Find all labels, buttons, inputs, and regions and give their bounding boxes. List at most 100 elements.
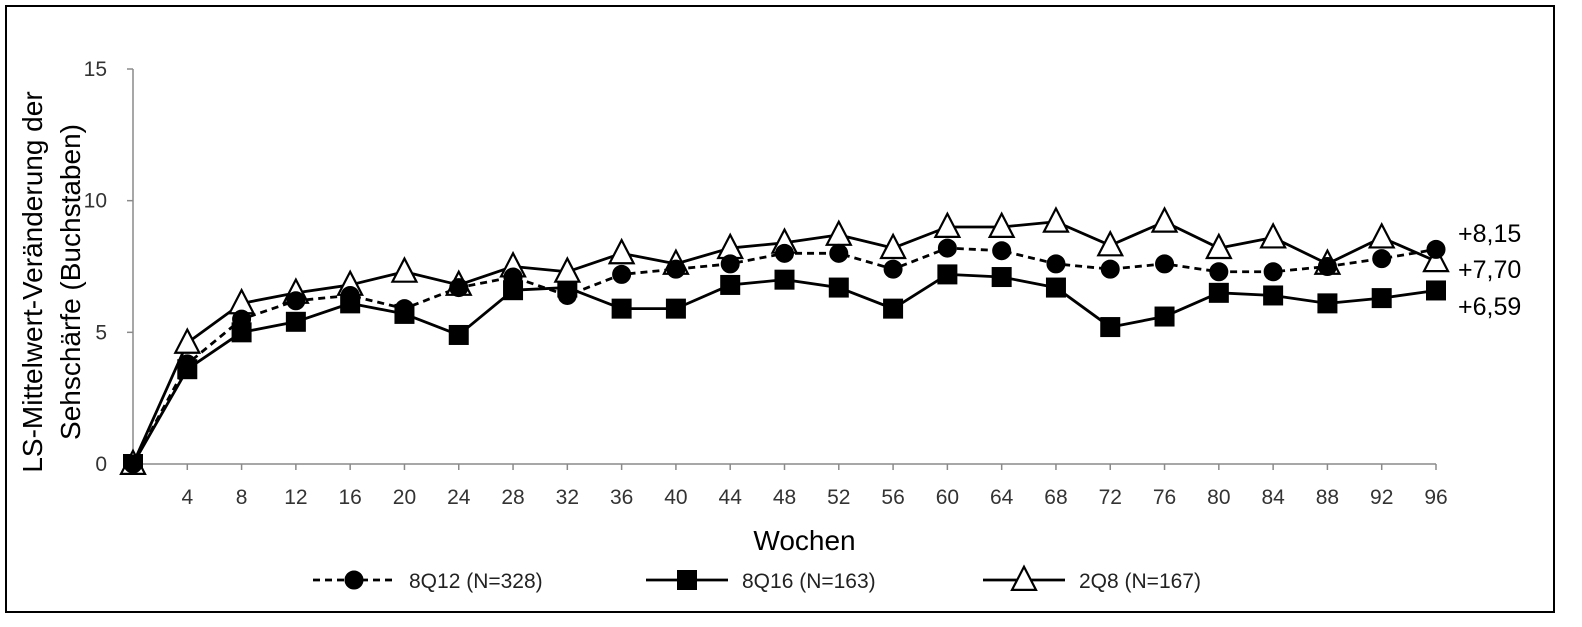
x-tick-label: 48	[773, 486, 796, 509]
data-point-circle	[232, 309, 252, 329]
legend-label: 8Q16 (N=163)	[742, 570, 876, 593]
data-point-square	[828, 277, 849, 298]
data-point-circle	[286, 291, 306, 311]
data-point-square	[665, 298, 686, 319]
x-tick-label: 24	[447, 486, 471, 509]
axes	[127, 68, 1437, 470]
data-point-square	[231, 322, 252, 343]
x-tick-label: 52	[827, 486, 850, 509]
end-value-labels: +8,15 +7,70 +6,59	[1458, 220, 1521, 321]
data-point-circle	[666, 259, 686, 279]
data-point-triangle	[1042, 206, 1070, 233]
data-point-triangle	[173, 327, 202, 354]
data-point-circle	[1317, 257, 1337, 276]
data-point-square	[503, 280, 524, 301]
data-point-square	[1208, 282, 1229, 303]
data-point-triangle	[1422, 245, 1450, 273]
x-tick-label: 80	[1207, 486, 1230, 509]
data-point-square	[448, 324, 469, 345]
data-point-triangle	[553, 256, 582, 283]
data-point-square	[1317, 293, 1338, 314]
data-point-square	[937, 264, 958, 285]
x-tick-labels: 4 8 12 16 20 24 28 32 36 40 44 48 52 56 60 64 68 72 76 80 84…	[181, 486, 1447, 509]
legend: 8Q12 (N=328) 8Q16 (N=163) 2Q8 (N=167)	[313, 564, 1201, 593]
data-point-circle	[557, 285, 577, 305]
data-point-square	[883, 298, 904, 319]
x-tick-label: 28	[501, 486, 524, 509]
data-point-square	[991, 267, 1012, 288]
legend-label: 2Q8 (N=167)	[1079, 570, 1201, 593]
y-axis-label: LS-Mittelwert-Veränderung der Sehschärfe…	[17, 91, 86, 472]
data-point-square	[1263, 285, 1284, 306]
data-point-triangle	[987, 211, 1016, 238]
data-point-circle	[1372, 249, 1392, 269]
legend-item: 8Q12 (N=328)	[313, 570, 543, 593]
data-point-circle	[1426, 239, 1446, 259]
data-point-square	[1426, 280, 1446, 301]
x-tick-label: 44	[719, 486, 743, 509]
data-point-circle	[937, 238, 957, 258]
data-point-circle	[883, 259, 903, 279]
legend-item: 2Q8 (N=167)	[983, 564, 1201, 593]
x-tick-label: 76	[1153, 486, 1176, 509]
data-point-triangle	[1259, 221, 1287, 249]
data-point-triangle	[824, 219, 853, 246]
legend-label: 8Q12 (N=328)	[409, 570, 543, 593]
data-point-circle	[340, 285, 360, 305]
data-point-triangle	[1367, 221, 1396, 249]
data-point-triangle	[607, 237, 636, 265]
series-markers	[119, 206, 1450, 475]
data-point-triangle	[1096, 229, 1125, 257]
x-tick-label: 56	[881, 486, 904, 509]
y-axis-label-line1: LS-Mittelwert-Veränderung der	[17, 91, 48, 472]
data-point-circle	[177, 354, 197, 374]
y-axis-label-line2: Sehschärfe (Buchstaben)	[55, 124, 86, 440]
data-point-triangle	[879, 232, 907, 260]
data-point-square	[285, 311, 306, 332]
data-point-triangle	[390, 256, 419, 283]
legend-marker-circle	[344, 570, 364, 590]
x-tick-label: 8	[236, 486, 248, 509]
x-tick-label: 60	[936, 486, 959, 509]
data-point-circle	[1046, 254, 1066, 274]
legend-marker-square	[677, 570, 697, 590]
data-point-square	[1371, 288, 1392, 309]
data-point-circle	[992, 241, 1012, 261]
x-tick-label: 4	[181, 486, 193, 509]
x-tick-label: 92	[1370, 486, 1393, 509]
x-tick-label: 84	[1261, 486, 1285, 509]
legend-item: 8Q16 (N=163)	[646, 570, 876, 593]
data-point-circle	[829, 243, 849, 263]
x-tick-label: 40	[664, 486, 687, 509]
chart-frame	[5, 5, 1555, 613]
x-tick-label: 32	[556, 486, 579, 509]
x-tick-label: 20	[393, 486, 416, 509]
x-tick-label: 16	[338, 486, 361, 509]
data-point-circle	[775, 243, 794, 263]
x-tick-label: 64	[990, 486, 1014, 509]
x-tick-label: 72	[1099, 486, 1122, 509]
end-value-label: +8,15	[1458, 220, 1521, 248]
series-line-square	[131, 272, 1437, 465]
data-point-circle	[394, 299, 414, 319]
data-point-square	[720, 274, 741, 295]
data-point-circle	[720, 254, 740, 274]
legend-marker-triangle	[1010, 564, 1038, 592]
data-point-circle	[1263, 262, 1283, 282]
data-point-triangle	[933, 211, 962, 238]
x-tick-label: 68	[1044, 486, 1067, 509]
x-tick-label: 12	[284, 486, 307, 509]
data-point-circle	[123, 454, 143, 474]
data-point-circle	[1100, 259, 1120, 279]
data-point-square	[1154, 306, 1175, 327]
data-point-circle	[1209, 262, 1229, 282]
x-tick-label: 96	[1424, 486, 1447, 509]
data-point-square	[1045, 277, 1066, 298]
y-tick-label: 15	[84, 58, 107, 81]
end-value-label: +6,59	[1458, 293, 1521, 321]
data-point-circle	[503, 267, 523, 287]
x-tick-label: 88	[1316, 486, 1339, 509]
end-value-label: +7,70	[1458, 256, 1521, 284]
data-point-square	[611, 298, 632, 319]
